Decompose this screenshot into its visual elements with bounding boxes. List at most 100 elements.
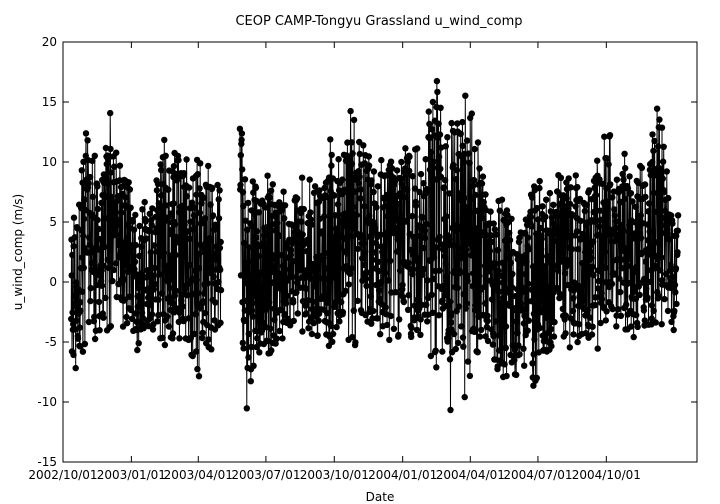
- data-point: [400, 298, 408, 306]
- data-point: [396, 267, 404, 274]
- data-point: [440, 184, 448, 191]
- data-point: [102, 192, 109, 200]
- data-point: [248, 343, 255, 351]
- data-point: [370, 188, 377, 196]
- data-point: [262, 323, 269, 331]
- data-point: [172, 287, 180, 294]
- data-point: [157, 161, 164, 168]
- data-point: [513, 371, 520, 379]
- data-point: [377, 331, 384, 338]
- data-point: [574, 183, 581, 191]
- data-point: [480, 199, 487, 206]
- data-point: [433, 77, 441, 85]
- data-point: [392, 289, 399, 296]
- data-point: [488, 238, 495, 246]
- data-point: [294, 240, 302, 247]
- data-point: [658, 254, 665, 261]
- data-point: [370, 168, 378, 175]
- data-point: [670, 326, 677, 334]
- data-point: [672, 289, 679, 296]
- data-point: [537, 224, 544, 232]
- data-point: [176, 309, 183, 316]
- data-point: [504, 243, 511, 250]
- data-point: [557, 292, 564, 300]
- data-point: [273, 335, 280, 342]
- data-point: [211, 317, 218, 324]
- data-point: [266, 194, 273, 201]
- data-point: [427, 149, 435, 156]
- data-point: [437, 165, 444, 172]
- data-point: [598, 232, 605, 239]
- data-point: [153, 187, 161, 194]
- data-point: [164, 313, 171, 320]
- data-point: [474, 207, 481, 214]
- data-point: [525, 280, 532, 287]
- data-point: [178, 297, 185, 304]
- data-point: [613, 176, 621, 183]
- data-point: [325, 249, 332, 257]
- data-point: [619, 170, 626, 178]
- data-point: [207, 201, 214, 208]
- data-point: [320, 254, 327, 262]
- data-point: [521, 312, 528, 319]
- data-point: [548, 342, 555, 350]
- data-point: [459, 118, 466, 126]
- data-point: [637, 212, 644, 219]
- data-point: [575, 321, 583, 328]
- data-point: [78, 167, 86, 174]
- data-point: [536, 184, 543, 192]
- data-point: [245, 354, 252, 361]
- data-point: [663, 168, 670, 175]
- data-point: [68, 315, 75, 323]
- data-point: [162, 152, 169, 159]
- data-point: [583, 201, 590, 208]
- data-point: [571, 279, 578, 286]
- data-point: [274, 275, 281, 282]
- data-point: [130, 226, 138, 233]
- data-point: [377, 231, 384, 238]
- data-point: [616, 275, 623, 282]
- data-point: [499, 279, 507, 286]
- data-point: [354, 245, 362, 252]
- data-point: [509, 270, 516, 278]
- data-point: [198, 219, 206, 227]
- data-point: [618, 265, 626, 272]
- data-point: [350, 116, 358, 124]
- data-point: [78, 227, 85, 234]
- data-point: [170, 200, 177, 207]
- data-point: [86, 173, 94, 181]
- data-point: [146, 301, 154, 309]
- data-point: [455, 223, 462, 230]
- data-point: [243, 267, 250, 274]
- data-point: [630, 333, 637, 341]
- data-point: [641, 181, 649, 188]
- data-point: [634, 223, 642, 230]
- data-point: [394, 248, 401, 255]
- data-point: [618, 256, 625, 263]
- data-point: [298, 218, 305, 225]
- plot-frame: [62, 41, 698, 463]
- data-point: [241, 176, 249, 183]
- data-point: [352, 339, 359, 346]
- data-point: [197, 160, 204, 167]
- data-point: [95, 298, 103, 306]
- data-point: [303, 248, 310, 255]
- data-point: [472, 191, 479, 199]
- data-point: [406, 167, 413, 175]
- data-point: [669, 220, 676, 227]
- data-point: [80, 215, 88, 223]
- data-point: [574, 338, 581, 346]
- y-tick-label: 20: [42, 35, 57, 49]
- data-point: [609, 305, 616, 313]
- data-point: [294, 195, 301, 202]
- data-point: [239, 339, 246, 347]
- data-point: [249, 313, 257, 320]
- data-point: [399, 281, 406, 289]
- data-point: [272, 340, 279, 347]
- x-axis-label: Date: [366, 490, 395, 504]
- data-point: [385, 277, 392, 284]
- data-point: [329, 330, 337, 338]
- data-point: [424, 318, 431, 325]
- data-point: [521, 229, 529, 237]
- data-point: [545, 283, 552, 291]
